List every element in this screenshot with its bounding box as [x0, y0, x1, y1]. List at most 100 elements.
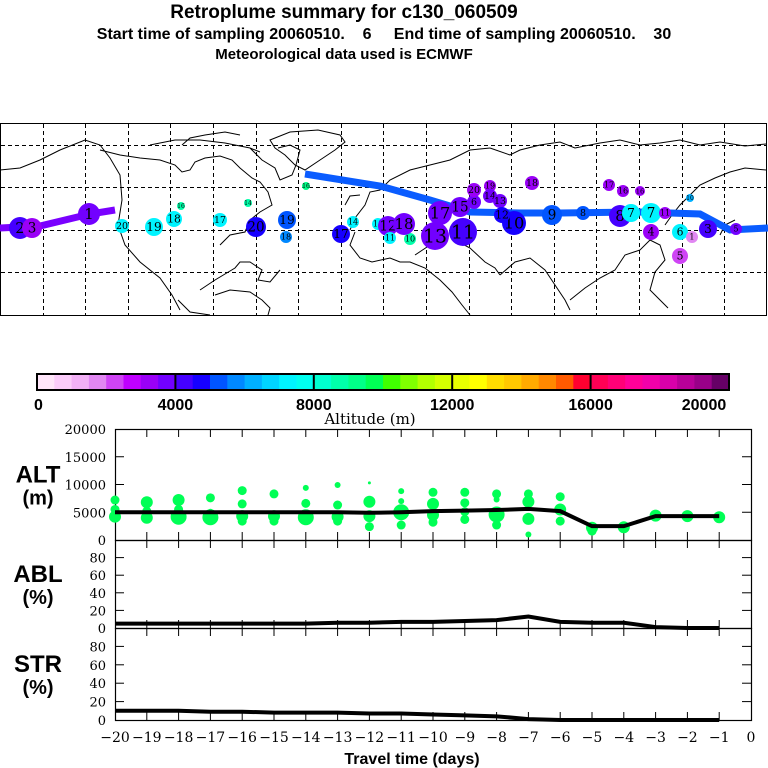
marker-circle — [686, 194, 694, 202]
marker-label: 6 — [471, 197, 477, 208]
panel-abl: 0 20 40 60 80 ABL(%) — [13, 539, 753, 637]
marker-circle — [484, 180, 496, 192]
met-data-line: Meteorological data used is ECMWF — [215, 46, 473, 63]
colorbar-segment — [227, 374, 246, 390]
map-marker: 14 — [347, 216, 359, 228]
marker-label: 13 — [423, 225, 447, 247]
marker-label: 3 — [704, 222, 712, 236]
y-tick-label: 20 — [89, 696, 106, 711]
scatter-point — [555, 516, 565, 526]
marker-circle — [246, 217, 266, 237]
marker-circle — [384, 232, 396, 244]
marker-label: 14 — [484, 191, 496, 202]
map-marker: 18 — [166, 211, 182, 227]
map-marker: 12 — [494, 207, 510, 223]
colorbar-segment — [210, 374, 228, 390]
marker-label: 16 — [618, 186, 628, 196]
y-tick-label: 0 — [98, 622, 106, 637]
marker-label: 11 — [385, 233, 395, 243]
scatter-point — [427, 497, 439, 510]
colorbar-segment — [486, 374, 505, 390]
colorbar-segment — [434, 374, 453, 390]
map-marker: 17 — [428, 201, 452, 225]
map-marker: 4 — [643, 224, 659, 240]
colorbar-segment — [261, 374, 280, 390]
scatter-point — [492, 520, 502, 530]
y-tick-label: 80 — [89, 552, 106, 567]
y-tick-label: 5000 — [73, 506, 106, 521]
coastline-north-america — [0, 131, 301, 316]
map-marker: 16 — [635, 186, 645, 196]
marker-label: 16 — [302, 183, 310, 190]
marker-circle — [494, 207, 510, 223]
marker-label: 13 — [494, 196, 506, 207]
marker-circle — [467, 195, 481, 209]
marker-circle — [493, 194, 507, 208]
scatter-point — [269, 489, 279, 499]
map-marker: 20 — [246, 217, 266, 237]
marker-label: 17 — [333, 227, 348, 241]
colorbar-segment — [538, 374, 557, 390]
x-tick-label: −6 — [550, 730, 571, 746]
marker-circle — [730, 223, 742, 235]
map-marker: 19 — [145, 218, 163, 236]
map-marker: 16 — [177, 202, 185, 210]
coastline-asia — [489, 139, 767, 311]
y-axis-label: (%) — [22, 677, 53, 699]
colorbar-tick-label: 0 — [34, 397, 43, 414]
colorbar-segment — [607, 374, 626, 390]
marker-circle — [302, 182, 310, 190]
y-tick-label: 15000 — [65, 451, 106, 466]
map-marker: 17 — [213, 213, 227, 227]
map-marker: 5 — [672, 248, 688, 264]
marker-circle — [213, 213, 227, 227]
x-tick-label: −8 — [486, 730, 507, 746]
marker-label: 7 — [647, 206, 656, 222]
marker-circle — [617, 185, 629, 197]
scatter-point — [428, 487, 438, 497]
colorbar-segment — [106, 374, 124, 390]
y-tick-label: 80 — [89, 640, 106, 655]
marker-circle — [542, 205, 562, 225]
marker-label: 11 — [660, 208, 670, 218]
colorbar-segment — [71, 374, 90, 390]
track-europe-asia — [304, 170, 768, 234]
marker-circle — [393, 213, 415, 235]
x-tick-label: −7 — [518, 730, 539, 746]
scatter-point — [525, 531, 532, 538]
marker-label: 17 — [604, 180, 614, 190]
colorbar-segment — [711, 374, 730, 390]
map-marker: 11 — [449, 218, 477, 246]
scatter-point — [398, 498, 405, 505]
marker-label: 12 — [495, 209, 509, 222]
x-tick-label: −4 — [613, 730, 634, 746]
map-marker: 11 — [659, 207, 671, 219]
marker-label: 18 — [395, 215, 414, 233]
marker-label: 12 — [379, 219, 396, 235]
marker-circle — [672, 248, 688, 264]
map-marker: 16 — [617, 185, 629, 197]
chart-title: Retroplume summary for c130_060509 — [170, 2, 518, 23]
marker-label: 20 — [116, 221, 128, 232]
colorbar-segment — [417, 374, 436, 390]
map-marker: 3 — [22, 218, 42, 238]
colorbar-tick-label: 8000 — [296, 397, 332, 414]
scatter-point — [555, 492, 565, 502]
colorbar-segment — [54, 374, 73, 390]
map-marker: 1 — [78, 203, 100, 225]
x-tick-label: −15 — [259, 730, 289, 746]
y-tick-label: 60 — [89, 569, 106, 584]
colorbar-segment — [244, 374, 263, 390]
colorbar-segment — [452, 374, 470, 390]
marker-circle — [449, 218, 477, 246]
scatter-point — [301, 498, 311, 508]
map-marker: 20 — [467, 183, 481, 197]
marker-label: 18 — [281, 232, 291, 242]
marker-circle — [672, 224, 688, 240]
y-tick-label: 40 — [89, 677, 106, 692]
map-marker: 10 — [404, 233, 416, 245]
colorbar-segment — [313, 374, 332, 390]
coastline-europe-africa — [344, 147, 501, 316]
coastline-greenland — [269, 129, 346, 171]
